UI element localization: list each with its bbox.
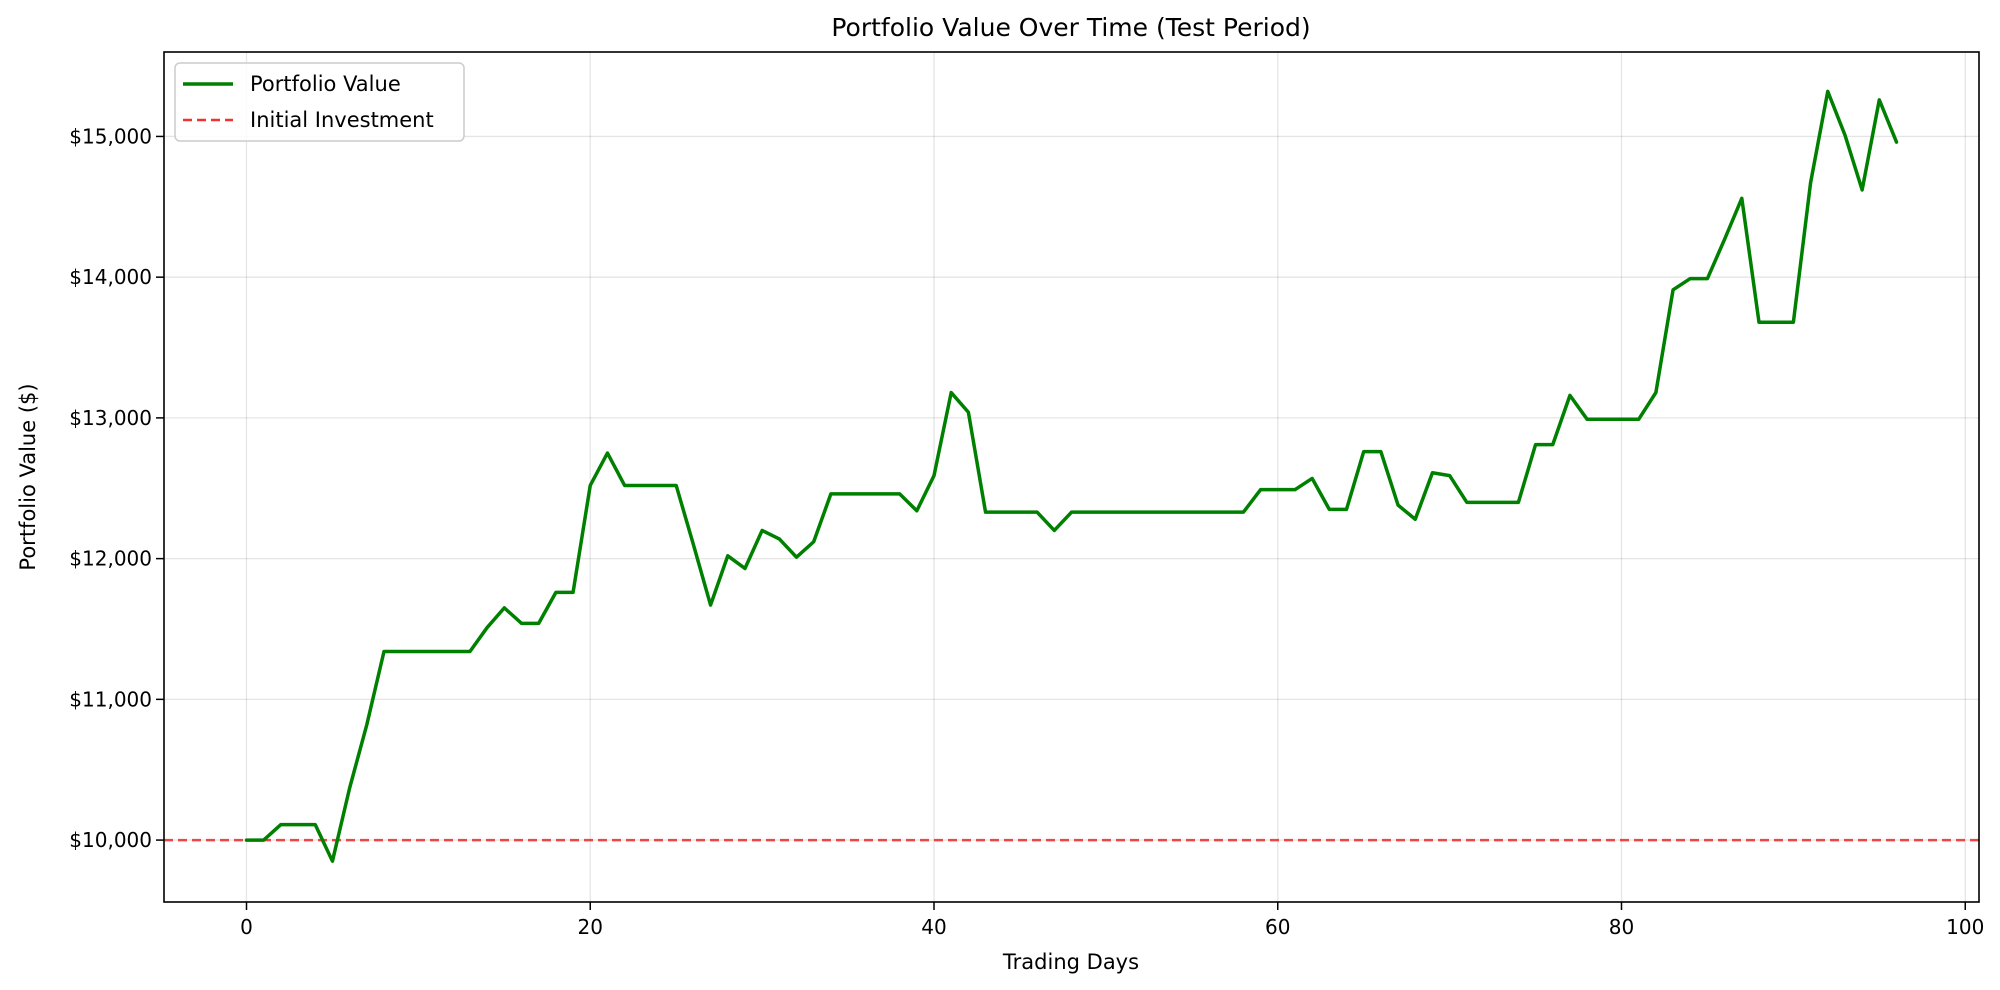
legend-box xyxy=(174,62,465,142)
legend-label-portfolio-value: Portfolio Value xyxy=(250,72,401,96)
x-tick-label: 40 xyxy=(921,915,946,939)
y-tick-label: $13,000 xyxy=(69,406,152,430)
y-tick-label: $10,000 xyxy=(69,828,152,852)
x-axis: 0 20 40 60 80 100 xyxy=(240,902,1984,939)
x-tick-label: 100 xyxy=(1946,915,1984,939)
series-layer xyxy=(244,89,1899,863)
x-tick-label: 80 xyxy=(1609,915,1634,939)
x-tick-label: 20 xyxy=(578,915,603,939)
plot-frame xyxy=(163,51,1980,903)
x-axis-label: Trading Days xyxy=(1002,950,1139,974)
chart-title: Portfolio Value Over Time (Test Period) xyxy=(831,13,1310,42)
grid xyxy=(164,52,1979,902)
legend-label-initial-investment: Initial Investment xyxy=(250,108,434,132)
x-tick-label: 60 xyxy=(1265,915,1290,939)
y-axis: $10,000 $11,000 $12,000 $13,000 $14,000 $15,0… xyxy=(69,124,164,852)
y-tick-label: $12,000 xyxy=(69,547,152,571)
y-axis-label: Portfolio Value ($) xyxy=(16,383,40,570)
portfolio-value-line xyxy=(244,89,1899,863)
y-tick-label: $14,000 xyxy=(69,265,152,289)
legend: Portfolio Value Initial Investment xyxy=(174,62,465,142)
x-tick-label: 0 xyxy=(240,915,253,939)
y-tick-label: $15,000 xyxy=(69,124,152,148)
y-tick-label: $11,000 xyxy=(69,687,152,711)
